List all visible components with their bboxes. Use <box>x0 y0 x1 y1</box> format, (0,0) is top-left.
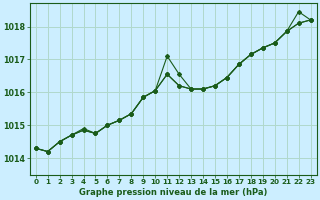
X-axis label: Graphe pression niveau de la mer (hPa): Graphe pression niveau de la mer (hPa) <box>79 188 267 197</box>
